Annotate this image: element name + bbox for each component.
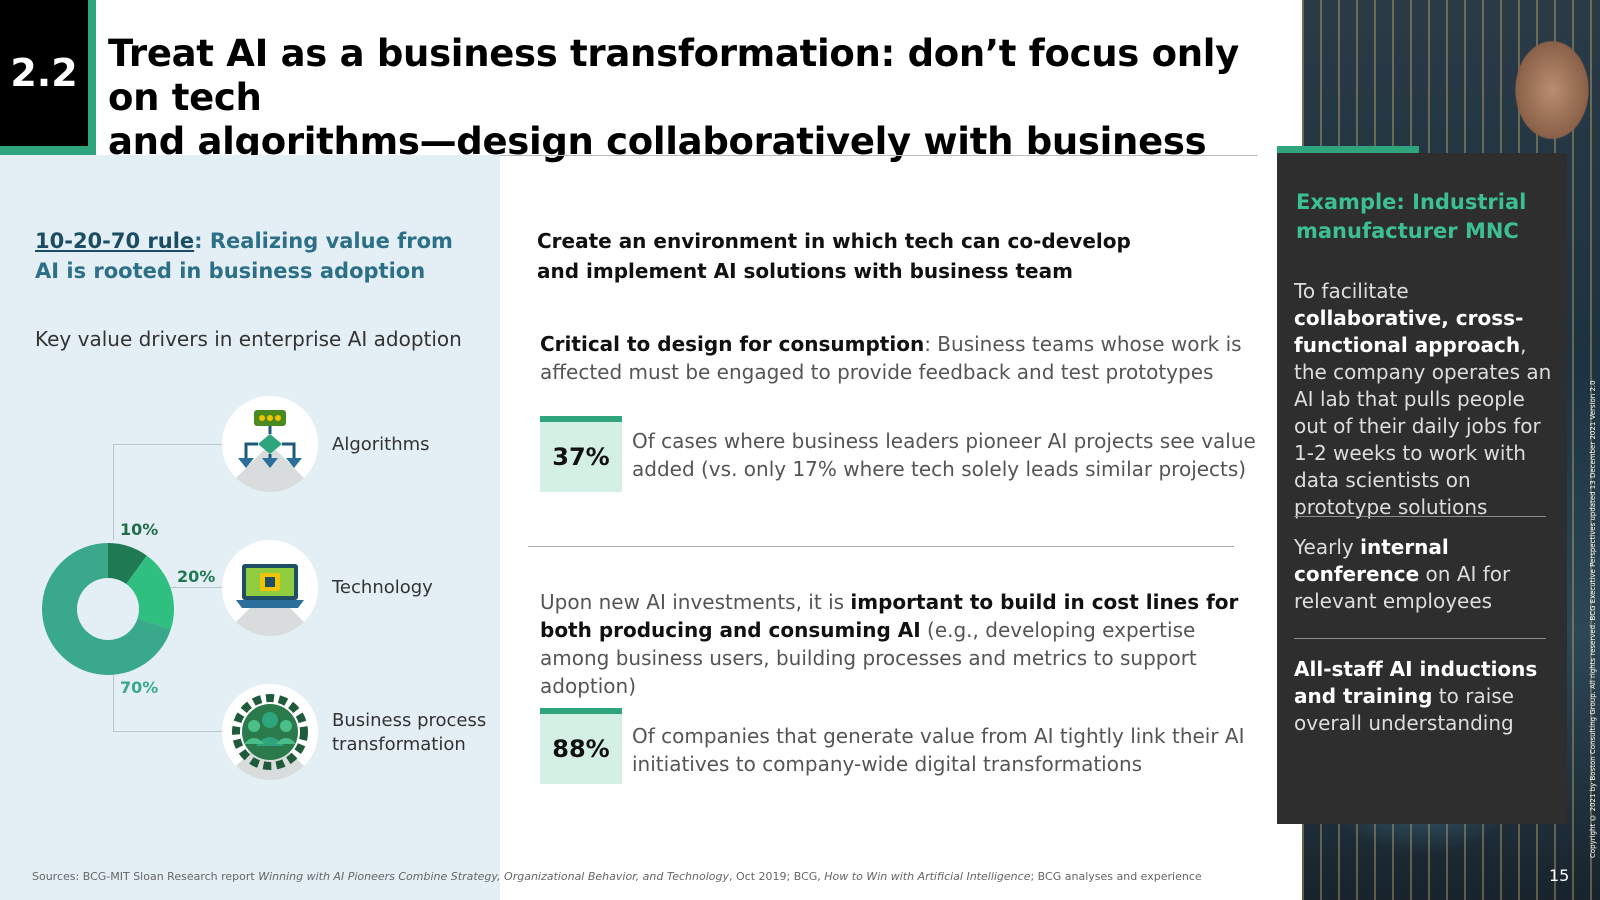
- design-for-consumption-bold: Critical to design for consumption: [540, 332, 925, 356]
- copyright-text: Copyright © 2021 by Boston Consulting Gr…: [1589, 380, 1597, 858]
- people-gear-icon: [222, 684, 318, 780]
- stat-box-88: 88%: [540, 708, 622, 784]
- cost-lines-bold: important to build in cost lines for bot…: [540, 590, 1239, 642]
- value-drivers-heading: Key value drivers in enterprise AI adopt…: [35, 327, 462, 351]
- laptop-chip-icon: [222, 540, 318, 636]
- example-title: Example: Industrial manufacturer MNC: [1296, 190, 1527, 243]
- connector-technology: [170, 587, 223, 588]
- example-item-ai-lab: To facilitate collaborative, cross-funct…: [1294, 279, 1552, 519]
- example-item-inductions: All-staff AI inductions and training to …: [1294, 657, 1538, 735]
- bpt-label-line-2: transformation: [332, 734, 466, 755]
- cost-lines-start: Upon new AI investments, it is: [540, 590, 851, 614]
- example-divider-1: [1294, 516, 1546, 517]
- stat-text-88: Of companies that generate value from AI…: [632, 724, 1245, 776]
- connector-algorithms-horizontal: [113, 444, 223, 445]
- cost-lines-rest: (e.g., developing expertise among busine…: [540, 618, 1197, 698]
- design-for-consumption-rest: : Business teams whose work is affected …: [540, 332, 1242, 384]
- technology-label: Technology: [332, 577, 433, 598]
- rule-heading: 10-20-70 rule: Realizing value from AI i…: [35, 226, 465, 286]
- algorithms-label: Algorithms: [332, 434, 430, 455]
- donut-hole: [77, 578, 139, 640]
- section-number: 2.2: [0, 0, 88, 146]
- middle-divider: [528, 546, 1234, 547]
- connector-bpt-horizontal: [113, 731, 223, 732]
- pct-label-technology: 20%: [177, 567, 216, 586]
- pct-label-algorithms: 10%: [120, 520, 159, 539]
- connector-algorithms-vertical: [113, 444, 114, 540]
- design-for-consumption-paragraph: Critical to design for consumption: Busi…: [540, 330, 1260, 386]
- rule-name: 10-20-70 rule: [35, 229, 195, 253]
- environment-heading: Create an environment in which tech can …: [537, 229, 1131, 283]
- cost-lines-paragraph: Upon new AI investments, it is important…: [540, 588, 1260, 700]
- rule-description: : Realizing value from AI is rooted in b…: [35, 229, 453, 283]
- example-item-conference: Yearly internal conference on AI for rel…: [1294, 535, 1511, 613]
- example-accent-bar: [1277, 146, 1419, 153]
- title-divider: [130, 155, 1258, 156]
- section-accent-bar: [88, 0, 96, 155]
- example-panel: [1277, 153, 1567, 824]
- page-number: 15: [1549, 866, 1570, 885]
- sources-footnote: Sources: BCG-MIT Sloan Research report W…: [32, 870, 1202, 883]
- connector-bpt-vertical: [113, 675, 114, 731]
- pct-label-bpt: 70%: [120, 678, 159, 697]
- value-driver-donut-chart: [42, 543, 174, 675]
- example-divider-2: [1294, 638, 1546, 639]
- stat-box-37: 37%: [540, 416, 622, 492]
- section-accent-bottom: [0, 146, 96, 155]
- algorithms-icon: [222, 396, 318, 492]
- bpt-label: Business process transformation: [332, 709, 486, 757]
- title-line-1: Treat AI as a business transformation: d…: [108, 32, 1239, 119]
- stat-text-37: Of cases where business leaders pioneer …: [632, 429, 1256, 481]
- bpt-label-line-1: Business process: [332, 710, 487, 731]
